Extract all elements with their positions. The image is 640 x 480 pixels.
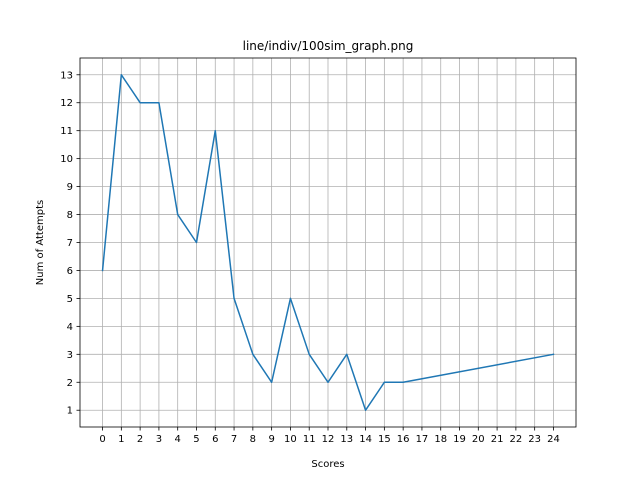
x-tick-label: 14	[359, 434, 372, 445]
y-tick-label: 13	[60, 70, 73, 81]
x-tick-label: 7	[231, 434, 237, 445]
y-tick-label: 7	[67, 238, 73, 249]
x-tick-label: 2	[137, 434, 143, 445]
x-tick-label: 1	[118, 434, 124, 445]
y-axis-label: Num of Attempts	[35, 200, 46, 285]
x-tick-label: 22	[510, 434, 523, 445]
x-tick-label: 12	[322, 434, 335, 445]
y-tick-label: 9	[67, 182, 73, 193]
x-tick-label: 13	[340, 434, 353, 445]
x-tick-label: 15	[378, 434, 391, 445]
y-tick-label: 11	[60, 126, 73, 137]
x-tick-label: 24	[547, 434, 560, 445]
x-axis-ticks: 0 1 2 3 4 5 6 7 8 9 10 11 12 13 14 15 16 17 18 19 20 21 22 23 24	[99, 427, 560, 445]
x-tick-label: 23	[528, 434, 541, 445]
y-tick-label: 6	[67, 266, 73, 277]
y-tick-label: 1	[67, 406, 73, 417]
x-tick-label: 21	[491, 434, 504, 445]
x-tick-label: 3	[156, 434, 162, 445]
x-tick-label: 4	[175, 434, 181, 445]
y-tick-label: 3	[67, 350, 73, 361]
y-tick-label: 2	[67, 378, 73, 389]
grid	[80, 58, 576, 427]
x-tick-label: 11	[303, 434, 316, 445]
series-layer	[101, 74, 555, 411]
x-tick-label: 17	[416, 434, 429, 445]
y-tick-label: 12	[60, 98, 73, 109]
series-line	[101, 74, 555, 411]
x-tick-label: 10	[284, 434, 297, 445]
x-axis-label: Scores	[311, 459, 344, 470]
y-tick-label: 8	[67, 210, 73, 221]
y-tick-label: 5	[67, 294, 73, 305]
x-tick-label: 8	[250, 434, 256, 445]
y-tick-label: 10	[60, 154, 73, 165]
y-tick-label: 4	[67, 322, 73, 333]
x-tick-label: 20	[472, 434, 485, 445]
x-tick-label: 18	[434, 434, 447, 445]
x-tick-label: 16	[397, 434, 410, 445]
chart-title: line/indiv/100sim_graph.png	[243, 39, 414, 53]
x-tick-label: 0	[99, 434, 105, 445]
x-tick-label: 19	[453, 434, 466, 445]
x-tick-label: 9	[268, 434, 274, 445]
x-tick-label: 5	[193, 434, 199, 445]
x-tick-label: 6	[212, 434, 218, 445]
